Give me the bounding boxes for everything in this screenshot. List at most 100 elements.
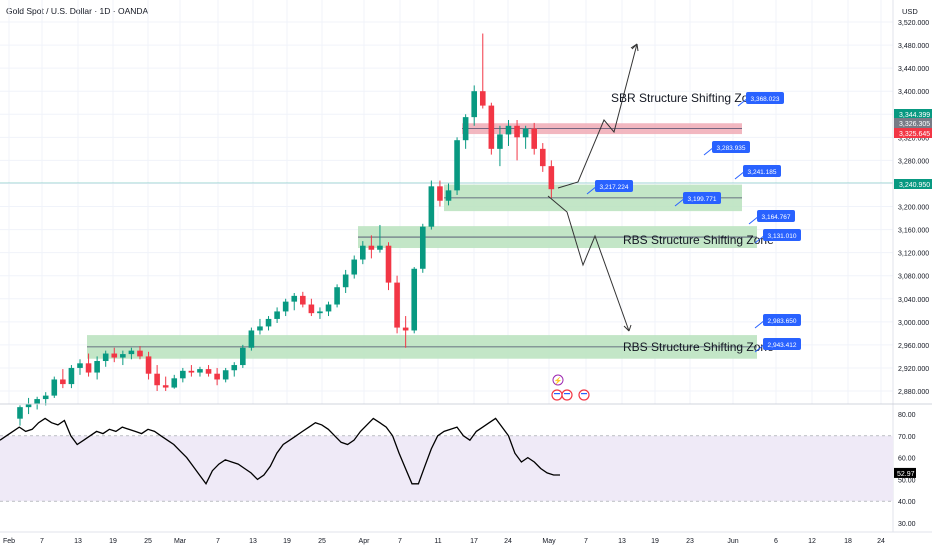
candle-body [351,259,358,275]
axis-price-tag [894,128,932,138]
y-tick-label: 3,520.000 [898,20,929,27]
candle-body [368,245,375,250]
candle-body [531,128,537,149]
candle-body [445,190,452,201]
currency-label: USD [902,7,918,16]
candle-body [394,282,400,328]
candle-body [522,128,529,138]
candle-body [471,91,478,118]
price-tag-label: 3,283.935 [717,145,746,152]
candle-body [231,365,238,371]
bearish-arrowhead [623,324,632,332]
candle-body [308,304,315,314]
candle-body [497,134,503,149]
x-tick-label: 13 [618,538,626,545]
price-tag-label: 3,164.767 [762,214,791,221]
zone-label: RBS Structure Shifting Zone [623,233,774,247]
symbol-title: Gold Spot / U.S. Dollar · 1D · OANDA [6,6,149,16]
us-flag-icon [561,389,573,401]
y-tick-label: 3,480.000 [898,43,929,50]
price-tag-label: 3,241.185 [748,169,777,176]
x-tick-label: 18 [844,538,852,545]
y-tick-label: 3,320.000 [898,135,929,142]
price-tag [743,165,781,177]
y-tick-label: 3,160.000 [898,228,929,235]
price-tag-label: 3,368.023 [751,96,780,103]
x-tick-label: May [542,538,556,545]
candle-body [342,274,349,288]
bullish-projection [557,43,638,189]
candle-body [197,369,203,373]
candle-body [514,125,520,138]
candle-body [25,403,32,408]
us-flag-icon [581,393,587,395]
us-flag-icon [554,393,560,395]
x-tick-label: Apr [359,538,371,545]
price-tag [763,314,801,326]
candle-body [265,318,272,327]
candle-body [128,350,135,355]
x-tick-label: 7 [584,538,588,545]
candle-body [428,186,435,227]
candle-body [419,226,426,269]
candle-body [282,301,289,312]
candle-body [488,105,495,149]
x-tick-label: 19 [283,538,291,545]
candle-body [377,245,383,250]
price-tag-label: 2,983.650 [768,318,797,325]
candle-body [300,295,306,305]
candle-body [77,363,83,368]
price-tag [712,141,750,153]
candle-body [111,353,118,358]
x-tick-label: 25 [318,538,326,545]
rsi-value-label: 52.97 [897,471,915,478]
candle-body [257,326,263,331]
x-tick-label: 6 [774,538,778,545]
candle-body [402,327,409,331]
candle-body [162,385,169,388]
x-tick-label: Mar [174,538,187,545]
candle-body [42,395,49,400]
x-tick-label: 13 [249,538,257,545]
candle-body [334,287,340,305]
candle-body [539,148,546,167]
candle-body [437,186,443,201]
candle-body [154,373,160,386]
price-tag [683,192,721,204]
candle-body [385,245,392,283]
candle-body [360,245,366,260]
x-tick-label: Feb [3,538,15,545]
x-tick-label: 7 [398,538,402,545]
us-flag-icon [564,393,570,395]
rsi-tick-label: 60.00 [898,456,916,463]
y-tick-label: 3,440.000 [898,66,929,73]
candle-body [274,311,280,319]
rsi-tick-label: 30.00 [898,521,916,528]
axis-price-tag [894,109,932,119]
candle-body [180,370,186,379]
x-tick-label: 19 [651,538,659,545]
axis-price-tag-label: 3,240.950 [899,182,930,189]
rsi-tick-label: 40.00 [898,499,916,506]
axis-price-tag-label: 3,344.399 [899,112,930,119]
zone-label: RBS Structure Shifting Zone [623,340,774,354]
candle-body [214,373,220,380]
x-tick-label: 7 [40,538,44,545]
candle-body [94,361,100,373]
candle-body [548,166,555,190]
y-tick-label: 3,080.000 [898,274,929,281]
candle-body [317,311,323,314]
price-tag [595,180,633,192]
x-tick-label: 19 [109,538,117,545]
price-tag-label: 3,199.771 [688,196,717,203]
candle-body [291,295,298,302]
y-tick-label: 3,120.000 [898,251,929,258]
candle-body [137,350,143,357]
candle-body [34,399,40,404]
price-tag-label: 3,217.224 [600,184,629,191]
candle-body [171,378,178,388]
price-tag-label: 3,131.010 [768,233,797,240]
y-tick-label: 2,920.000 [898,366,929,373]
price-tag [746,92,784,104]
